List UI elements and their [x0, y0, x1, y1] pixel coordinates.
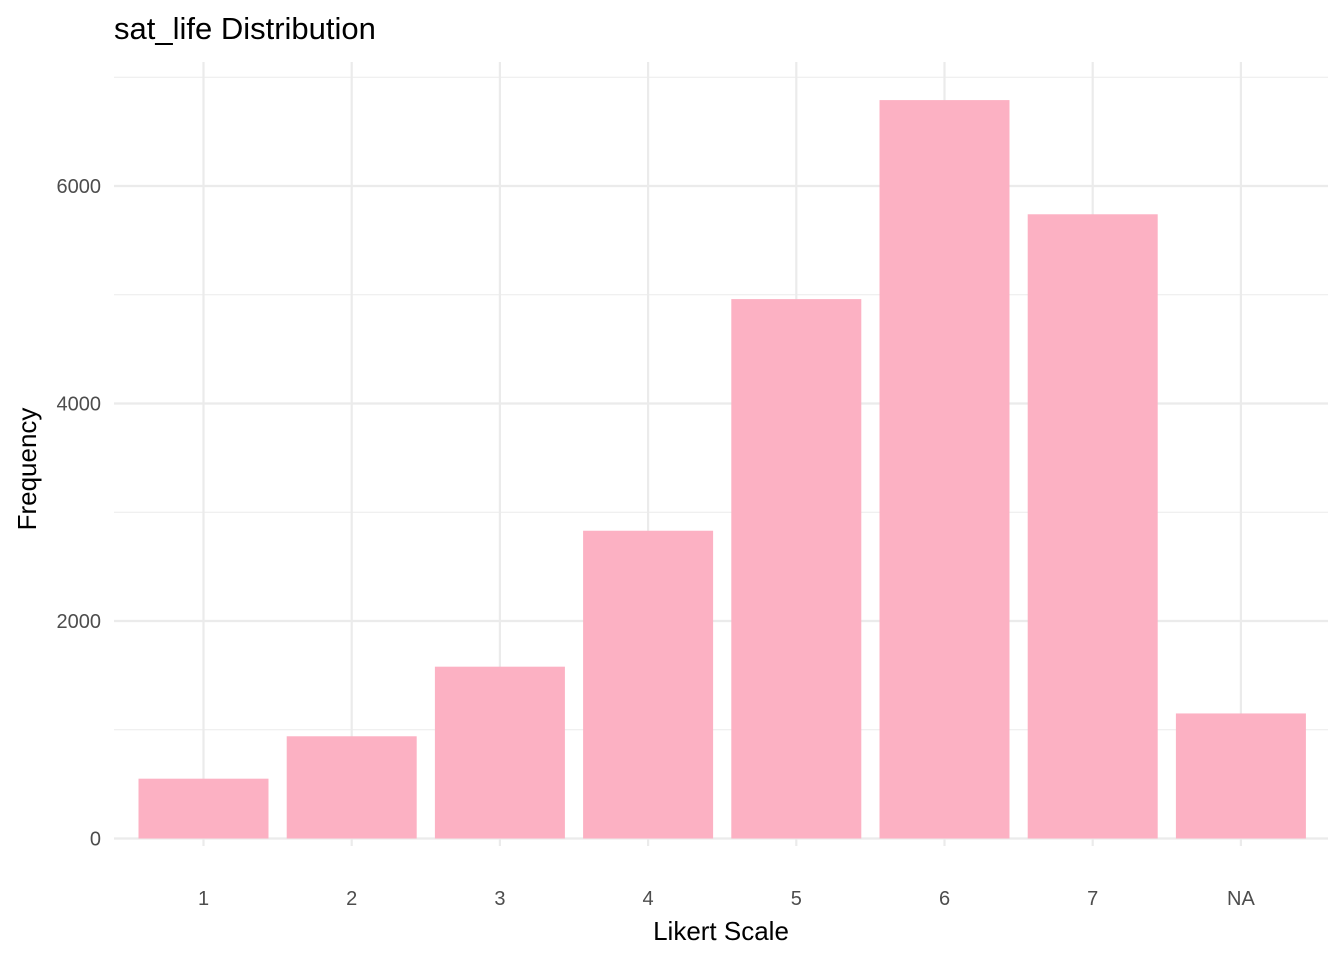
bar-na — [1175, 713, 1306, 839]
x-tick-label: NA — [1227, 888, 1255, 910]
x-tick-label: 7 — [1087, 888, 1098, 910]
bars — [138, 100, 1306, 839]
y-axis-ticks: 0 2000 4000 6000 — [57, 176, 102, 851]
bar-7 — [1027, 214, 1158, 839]
x-axis-title: Likert Scale — [653, 916, 789, 946]
bar-5 — [731, 299, 862, 839]
bar-1 — [138, 778, 269, 839]
x-axis-ticks: 1 2 3 4 5 6 7 NA — [198, 888, 1256, 910]
y-tick-label: 4000 — [57, 394, 102, 416]
y-tick-label: 0 — [90, 829, 101, 851]
y-axis-title: Frequency — [12, 408, 42, 531]
bar-6 — [879, 100, 1010, 839]
bar-4 — [583, 530, 714, 839]
y-tick-label: 2000 — [57, 611, 102, 633]
bar-3 — [434, 666, 565, 839]
x-tick-label: 5 — [791, 888, 802, 910]
x-tick-label: 4 — [643, 888, 654, 910]
x-tick-label: 3 — [494, 888, 505, 910]
x-tick-label: 6 — [939, 888, 950, 910]
x-tick-label: 2 — [346, 888, 357, 910]
bar-2 — [286, 736, 417, 839]
x-tick-label: 1 — [198, 888, 209, 910]
chart-title: sat_life Distribution — [114, 11, 376, 46]
y-tick-label: 6000 — [57, 176, 102, 198]
